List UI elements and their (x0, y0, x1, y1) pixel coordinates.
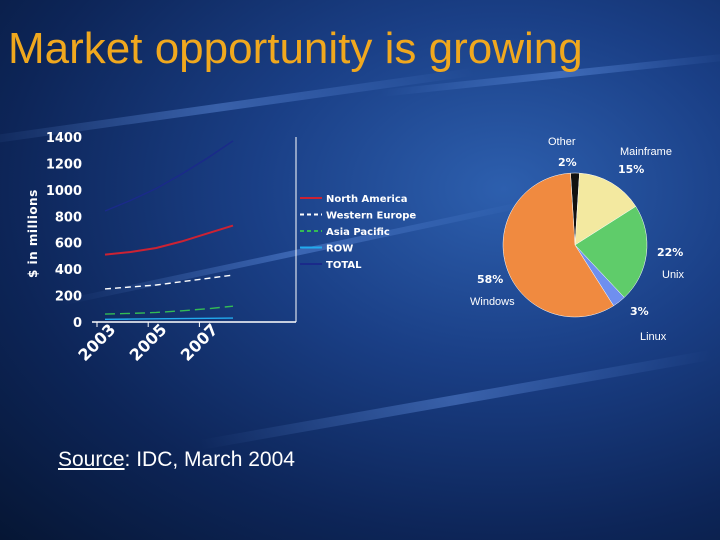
pie-slice-label: Unix (662, 269, 685, 281)
y-axis-label: $ in millions (26, 189, 40, 278)
legend-label: ROW (326, 244, 353, 255)
source-label: Source (58, 448, 125, 471)
y-tick-label: 400 (55, 263, 82, 278)
pie-slice-label: Mainframe (620, 146, 672, 158)
y-tick-label: 1000 (46, 184, 82, 199)
y-tick-label: 1200 (46, 157, 82, 172)
pie-slice (574, 172, 637, 246)
legend-label: Asia Pacific (326, 227, 390, 238)
y-tick-label: 1400 (46, 131, 82, 146)
pie-slice-label: Windows (470, 296, 515, 308)
slide-title: Market opportunity is growing (8, 24, 583, 73)
legend-label: TOTAL (326, 260, 362, 271)
y-tick-label: 800 (55, 210, 82, 225)
source-note: Source: IDC, March 2004 (58, 448, 295, 472)
series-line (104, 305, 234, 315)
pie-slice-label: Other (548, 136, 576, 148)
pie-slice (574, 206, 648, 298)
pie-percent-label: 58% (477, 273, 503, 286)
pie-percent-label: 15% (618, 163, 644, 176)
pie-percent-label: 3% (630, 305, 649, 318)
pie-percent-label: 22% (657, 246, 683, 259)
pie-slice-label: Linux (640, 331, 667, 343)
y-tick-label: 0 (73, 316, 82, 331)
source-text: : IDC, March 2004 (124, 448, 295, 471)
pie-slice (502, 172, 614, 318)
pie-percent-label: 2% (558, 156, 577, 169)
legend-label: North America (326, 194, 408, 205)
y-tick-label: 200 (55, 290, 82, 305)
y-tick-label: 600 (55, 237, 82, 252)
series-line (104, 317, 234, 321)
legend-label: Western Europe (326, 211, 416, 222)
series-line (104, 140, 234, 212)
series-line (104, 224, 234, 256)
series-line (104, 274, 234, 290)
